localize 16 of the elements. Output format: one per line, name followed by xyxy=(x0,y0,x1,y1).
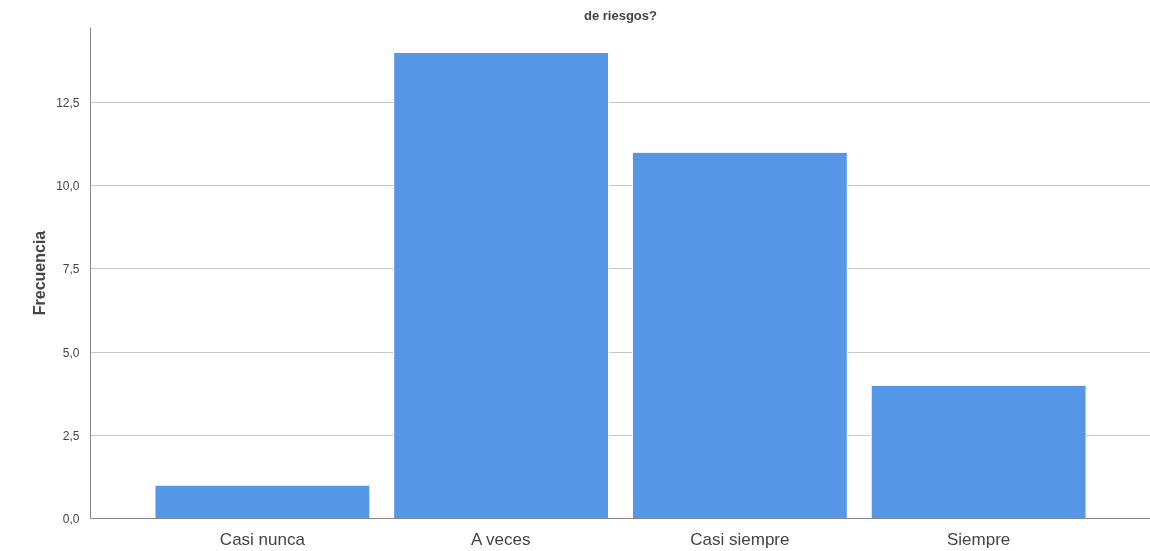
x-tick-label: Casi nunca xyxy=(219,529,306,549)
bar xyxy=(870,384,1087,519)
y-tick-label: 12,5 xyxy=(56,95,80,110)
y-tick-label: 2,5 xyxy=(62,428,80,443)
x-tick-label: Casi siempre xyxy=(690,529,790,549)
chart-title: de riesgos? xyxy=(584,7,658,23)
y-tick-label: 5,0 xyxy=(62,345,80,360)
y-axis-title: Frecuencia xyxy=(31,230,49,316)
y-tick-label: 7,5 xyxy=(62,262,80,277)
y-tick-label: 0,0 xyxy=(62,512,80,526)
x-tick-label: A veces xyxy=(470,529,531,549)
bar xyxy=(393,51,610,519)
bar xyxy=(154,484,371,519)
y-tick-label: 10,0 xyxy=(56,179,80,194)
bar xyxy=(631,151,848,519)
x-tick-label: Siempre xyxy=(946,529,1011,549)
